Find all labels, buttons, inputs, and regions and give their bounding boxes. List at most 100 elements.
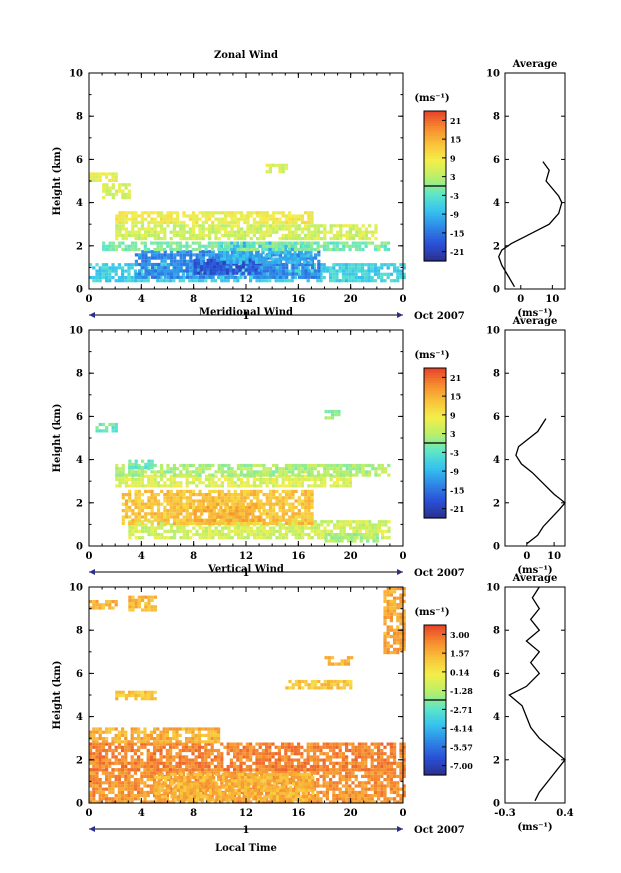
heatmap-cell (369, 536, 373, 540)
heatmap-cell (259, 269, 263, 273)
heatmap-cell (211, 463, 215, 468)
heatmap-cell (272, 230, 276, 234)
heatmap-cell (209, 268, 213, 272)
heatmap-cell (262, 502, 266, 506)
heatmap-cell (339, 532, 343, 537)
heatmap-cell (254, 515, 258, 519)
heatmap-cell (144, 505, 148, 509)
heatmap-cell (297, 247, 301, 252)
heatmap-cell (141, 526, 145, 530)
heatmap-cell (89, 172, 93, 176)
heatmap-cell (101, 422, 106, 427)
heatmap-cell (291, 233, 295, 237)
heatmap-cell (98, 800, 102, 804)
heatmap-cell (230, 470, 234, 474)
heatmap-cell (198, 526, 202, 530)
heatmap-cell (137, 529, 141, 533)
heatmap-cell (249, 241, 253, 245)
heatmap-cell (89, 178, 93, 182)
heatmap-cell (335, 279, 339, 283)
heatmap-cell (332, 474, 336, 478)
heatmap-cell (239, 247, 243, 252)
heatmap-cell (243, 237, 247, 241)
heatmap-cell (332, 781, 336, 785)
heatmap-cell (179, 481, 183, 485)
heatmap-cell (284, 499, 289, 503)
heatmap-cell (275, 224, 279, 228)
heatmap-cell (295, 785, 299, 789)
heatmap-cell (278, 244, 282, 248)
heatmap-cell (358, 463, 362, 468)
heatmap-cell (254, 271, 258, 275)
heatmap-cell (249, 800, 253, 804)
average-y-tick-label: 0 (493, 285, 500, 296)
heatmap-cell (300, 237, 304, 241)
heatmap-cell (383, 263, 387, 267)
heatmap-cell (223, 247, 227, 252)
heatmap-cell (288, 211, 292, 215)
heatmap-cell (320, 484, 324, 488)
heatmap-cell (124, 484, 128, 488)
heatmap-cell (352, 529, 356, 533)
heatmap-cell (348, 233, 352, 237)
heatmap-cell (373, 279, 377, 283)
heatmap-cell (239, 241, 243, 245)
heatmap-cell (111, 175, 115, 179)
heatmap-cell (134, 484, 138, 488)
heatmap-cell (172, 233, 176, 237)
heatmap-cell (159, 275, 163, 280)
heatmap-cell (254, 506, 258, 510)
heatmap-cell (92, 787, 96, 791)
heatmap-cell (121, 781, 125, 785)
heatmap-cell (310, 512, 314, 516)
heatmap-cell (166, 211, 170, 215)
heatmap-cell (272, 473, 276, 477)
heatmap-cell (157, 526, 161, 530)
colorbar-segment (424, 450, 446, 454)
colorbar-segment (424, 415, 446, 419)
heatmap-cell (322, 784, 326, 788)
heatmap-cell (329, 784, 333, 788)
heatmap-cell (288, 220, 292, 224)
heatmap-cell (163, 484, 167, 488)
heatmap-cell (310, 244, 314, 248)
heatmap-cell (193, 518, 197, 522)
heatmap-cell (293, 257, 297, 261)
heatmap-cell (377, 526, 381, 530)
heatmap-cell (240, 782, 244, 786)
heatmap-cell (255, 257, 259, 261)
heatmap-cell (254, 268, 258, 272)
heatmap-cell (159, 778, 163, 782)
heatmap-cell (374, 224, 378, 228)
heatmap-cell (329, 800, 333, 804)
heatmap-cell (160, 269, 164, 273)
heatmap-cell (240, 227, 244, 231)
heatmap-cell (121, 463, 125, 468)
heatmap-cell (95, 778, 99, 782)
heatmap-cell (304, 266, 308, 270)
heatmap-cell (241, 518, 245, 522)
heatmap-cell (294, 532, 298, 537)
heatmap-cell (236, 467, 240, 471)
heatmap-cell (204, 768, 208, 772)
heatmap-cell (240, 481, 244, 485)
heatmap-cell (335, 787, 339, 791)
heatmap-cell (211, 211, 215, 215)
y-tick-label: 6 (76, 412, 83, 423)
heatmap-cell (254, 265, 258, 269)
heatmap-cell (246, 521, 250, 525)
heatmap-cell (290, 260, 294, 264)
heatmap-cell (332, 481, 336, 485)
heatmap-cell (338, 241, 343, 245)
heatmap-cell (233, 220, 237, 224)
heatmap-cell (144, 259, 148, 263)
heatmap-cell (185, 515, 189, 519)
heatmap-cell (313, 787, 317, 791)
heatmap-cell (256, 220, 260, 224)
heatmap-cell (303, 247, 307, 252)
heatmap-cell (156, 800, 160, 804)
heatmap-cell (233, 496, 237, 500)
heatmap-cell (288, 272, 292, 276)
heatmap-cell (111, 244, 115, 248)
heatmap-cell (291, 496, 295, 500)
